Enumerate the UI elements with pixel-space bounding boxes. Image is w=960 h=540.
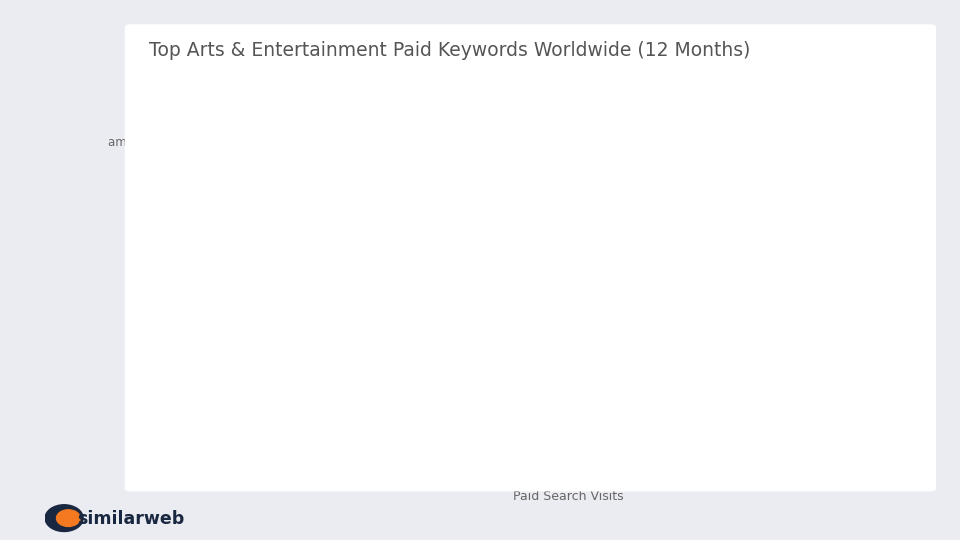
Bar <box>235 118 747 129</box>
Text: Top Arts & Entertainment Paid Keywords Worldwide (12 Months): Top Arts & Entertainment Paid Keywords W… <box>149 40 750 59</box>
Bar <box>235 153 705 164</box>
Bar <box>235 276 329 287</box>
Bar <box>235 311 309 322</box>
Bar <box>235 206 455 217</box>
X-axis label: Paid Search Visits: Paid Search Visits <box>514 490 624 503</box>
Circle shape <box>45 505 84 531</box>
Bar <box>235 224 427 234</box>
Bar <box>235 363 287 374</box>
Bar <box>235 259 385 269</box>
Bar <box>235 346 289 357</box>
Bar <box>235 188 613 199</box>
Bar <box>235 328 297 340</box>
Bar <box>235 434 279 444</box>
Bar <box>235 399 284 409</box>
Text: similarweb: similarweb <box>77 510 184 529</box>
Bar <box>235 136 729 147</box>
Bar <box>235 241 416 252</box>
Bar <box>235 416 282 427</box>
Bar <box>235 294 313 305</box>
Bar <box>235 101 858 112</box>
Bar <box>235 171 636 182</box>
Bar <box>235 381 285 392</box>
Circle shape <box>57 510 81 526</box>
